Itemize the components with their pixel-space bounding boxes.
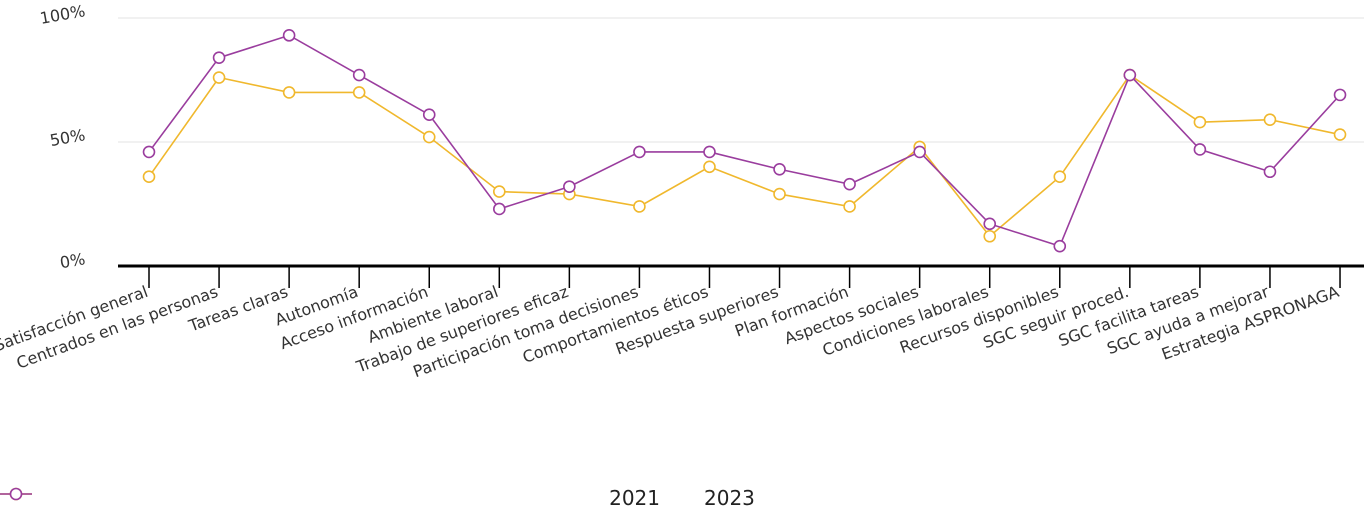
data-point-2021: [352, 86, 366, 99]
data-point-2021: [422, 130, 436, 144]
data-point-2021: [843, 200, 856, 213]
legend-label-2021: 2021: [609, 486, 660, 510]
data-point-2023: [843, 177, 856, 191]
data-point-2023: [212, 51, 226, 64]
data-point-2021: [212, 71, 226, 84]
data-point-2023: [633, 145, 646, 159]
data-point-2021: [983, 229, 997, 243]
data-point-2023: [282, 29, 296, 42]
data-point-2023: [492, 202, 506, 216]
data-point-2021: [492, 185, 506, 198]
data-point-2023: [983, 217, 997, 231]
legend-item-2021[interactable]: 2021: [0, 486, 660, 510]
data-point-2023: [352, 68, 366, 82]
data-point-2021: [773, 187, 786, 201]
series-line-2021: [148, 73, 1341, 238]
data-point-2023: [142, 145, 156, 159]
data-point-2023: [422, 108, 436, 122]
data-point-2023: [913, 145, 926, 159]
legend-marker-2023: [0, 487, 32, 501]
y-tick-label: 50%: [48, 125, 86, 150]
data-point-2023: [773, 162, 786, 176]
legend-item-2023[interactable]: 2023: [0, 486, 755, 510]
data-point-2021: [1333, 128, 1347, 141]
data-point-2021: [282, 86, 296, 99]
legend: 2021 2023: [0, 486, 1364, 510]
data-point-2023: [1333, 88, 1347, 102]
data-point-2023: [1053, 239, 1067, 253]
data-point-2023: [1263, 165, 1277, 179]
data-point-2021: [633, 200, 646, 213]
y-tick-label: 0%: [58, 249, 86, 272]
data-point-2021: [1193, 115, 1207, 129]
series-line-2023: [148, 34, 1341, 248]
data-point-2023: [703, 145, 716, 159]
data-point-2023: [1193, 143, 1207, 156]
data-point-2021: [1053, 170, 1067, 184]
data-point-2021: [1263, 113, 1277, 126]
y-tick-label: 100%: [38, 1, 86, 28]
legend-label-2023: 2023: [704, 486, 755, 510]
data-point-2023: [563, 180, 576, 193]
data-point-2021: [142, 170, 156, 184]
data-point-2023: [1123, 68, 1137, 82]
data-point-2021: [703, 160, 716, 174]
